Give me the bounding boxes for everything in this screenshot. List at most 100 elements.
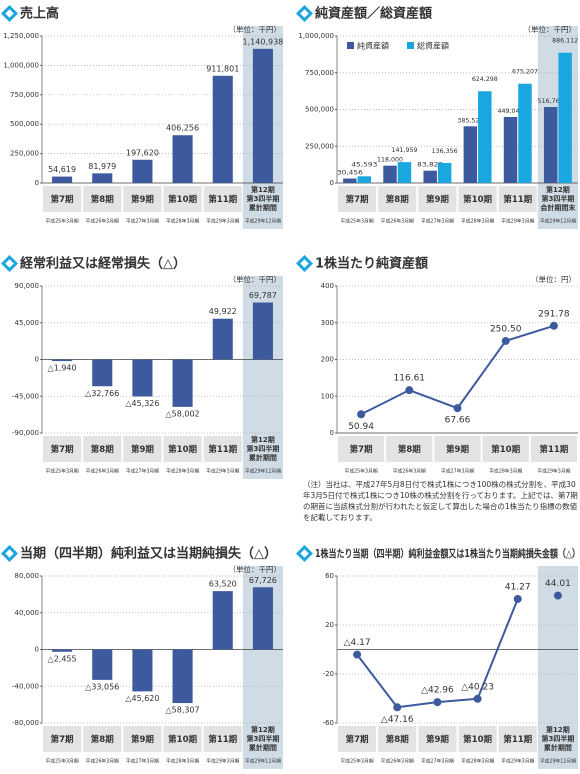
legend-swatch	[407, 42, 414, 49]
category-cell	[530, 436, 577, 462]
line-segment	[397, 701, 438, 709]
y-tick-label: 90,000	[15, 282, 40, 290]
bar	[132, 649, 153, 692]
value-label: 67,726	[249, 576, 277, 585]
chart-title: 経常利益又は経常損失（△）	[20, 256, 186, 272]
y-tick-label: 1,250,000	[3, 32, 39, 40]
period-label: 平成25年3月期	[345, 468, 378, 475]
unit-label: （単位：千円）	[524, 24, 577, 34]
value-label: 81,979	[88, 162, 116, 171]
title-icon	[1, 255, 18, 272]
period-label: 平成29年3月期	[501, 218, 534, 225]
period-label: 平成28年3月期	[166, 218, 199, 225]
bar	[252, 48, 273, 184]
x-tick-label: 第11期	[539, 444, 568, 455]
bar	[518, 83, 532, 183]
x-tick-label: 第7期	[350, 444, 373, 455]
category-cell	[378, 186, 417, 212]
chart-title: 売上高	[20, 6, 59, 22]
period-label: 平成25年3月期	[46, 468, 79, 475]
bar	[503, 116, 518, 183]
value-label: 49,922	[209, 307, 237, 316]
period-label: 平成28年3月期	[166, 468, 199, 475]
y-tick-label: 1,000,000	[3, 61, 39, 69]
period-label: 平成25年3月期	[341, 758, 374, 765]
bar	[212, 318, 233, 360]
title-icon	[296, 255, 313, 272]
category-cell	[163, 726, 202, 752]
value-label: 675,207	[512, 68, 538, 76]
y-tick-label: 100	[321, 392, 334, 400]
period-label: 平成28年3月期	[489, 468, 522, 475]
category-cell	[43, 726, 82, 752]
category-cell	[458, 726, 497, 752]
value-label: △45,620	[125, 694, 159, 703]
legend-label: 総資産額	[417, 41, 449, 51]
y-tick-label: 500,000	[10, 120, 39, 128]
legend-label: 純資産額	[357, 41, 389, 51]
x-tick-label: 第8期	[386, 194, 409, 205]
x-tick-label: 第10期	[168, 444, 197, 455]
title-icon	[296, 5, 313, 22]
y-tick-label: 0	[330, 429, 334, 437]
bar	[52, 359, 73, 362]
category-cell	[418, 726, 457, 752]
x-tick-label: 第8期	[91, 194, 114, 205]
x-tick-label: 第9期	[426, 194, 449, 205]
period-label: 平成29年12月期	[540, 218, 576, 225]
period-label: 平成26年3月期	[381, 758, 414, 765]
bar	[252, 302, 273, 360]
category-cell	[338, 726, 377, 752]
x-tick-label: 第10期	[463, 194, 492, 205]
x-tick-label: 第11期	[208, 444, 237, 455]
period-label: 平成25年3月期	[46, 758, 79, 765]
value-label: △33,056	[85, 682, 119, 691]
x-tick-label: 第11期	[208, 194, 237, 205]
y-tick-label: 200	[321, 356, 334, 364]
title-icon	[1, 545, 18, 562]
bar	[423, 170, 437, 183]
period-label: 平成28年3月期	[166, 758, 199, 765]
bar	[558, 52, 572, 184]
y-tick-label: 0	[35, 356, 39, 364]
category-cell	[83, 186, 122, 212]
x-tick-label: 第10期	[168, 734, 197, 745]
y-tick-label: 0	[35, 646, 39, 654]
y-tick-label: -80,000	[12, 719, 39, 727]
bar	[463, 126, 478, 183]
period-label: 平成26年3月期	[393, 468, 426, 475]
x-tick-label: 第9期	[426, 734, 449, 745]
value-label: 911,801	[206, 64, 239, 73]
value-label: △40.23	[461, 682, 494, 692]
category-cell	[498, 726, 537, 752]
x-tick-label: 第8期	[91, 444, 114, 455]
chart-title: 1株当たり当期（四半期）純利益金額又は1株当たり当期純損失金額（△）	[315, 547, 580, 560]
value-label: 69,787	[249, 291, 277, 300]
bar	[478, 91, 492, 183]
value-label: 30,456	[337, 169, 363, 177]
category-cell	[458, 186, 497, 212]
value-label: 45,593	[351, 160, 377, 168]
y-tick-label: 20	[325, 621, 334, 629]
category-cell	[43, 436, 82, 462]
category-cell	[203, 186, 242, 212]
y-tick-label: 0	[330, 179, 334, 187]
y-tick-label: 400	[321, 282, 334, 290]
x-tick-label: 第8期	[398, 444, 421, 455]
x-tick-label: 第11期	[208, 734, 237, 745]
period-label: 平成29年12月期	[540, 758, 576, 765]
bar	[92, 173, 113, 183]
chart-title: 純資産額／総資産額	[315, 6, 432, 22]
value-label: △58,002	[166, 409, 200, 418]
y-tick-label: 250,000	[305, 142, 334, 150]
value-label: 67.66	[445, 416, 471, 426]
unit-label: （単位：千円）	[229, 24, 282, 34]
period-label: 平成28年3月期	[461, 218, 494, 225]
y-tick-label: -90,000	[12, 429, 39, 437]
category-cell	[163, 436, 202, 462]
x-tick-label: 第8期	[91, 734, 114, 745]
point	[453, 404, 462, 413]
x-tick-label: 第12期第3四半期累計期間	[541, 725, 574, 752]
point	[513, 594, 522, 603]
x-tick-label: 第7期	[346, 194, 369, 205]
